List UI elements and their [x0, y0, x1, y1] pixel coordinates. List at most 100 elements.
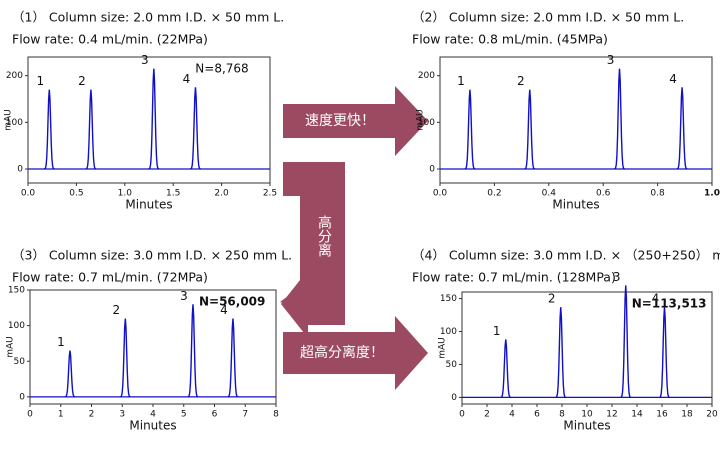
arrow-left-head: [281, 270, 345, 338]
peak: [187, 304, 199, 398]
arrow-label: 速度更快！: [305, 113, 375, 129]
y-tick-label: 0: [17, 165, 23, 175]
x-tick-label: 16: [656, 410, 668, 420]
x-tick-label: 4: [509, 410, 515, 420]
x-tick-label: 5: [181, 410, 187, 420]
peak-label: 2: [548, 292, 556, 306]
peak: [190, 87, 201, 170]
y-tick-label: 100: [440, 327, 457, 337]
peak-label: 1: [36, 74, 44, 88]
x-tick-label: 6: [212, 410, 218, 420]
peak: [227, 318, 239, 398]
x-tick-label: 0.5: [69, 189, 83, 199]
peak: [64, 350, 76, 398]
arrow-down-left: [280, 162, 345, 310]
x-tick-label: 6: [534, 410, 540, 420]
chromatogram-panel: （3） Column size: 3.0 mm I.D. × 250 mm L.…: [6, 248, 293, 433]
caption: （2） Column size: 2.0 mm I.D. × 50 mm L.: [412, 10, 684, 25]
y-tick-label: 50: [14, 357, 26, 367]
x-tick-label: 8: [559, 410, 565, 420]
y-tick-label: 100: [6, 118, 23, 128]
arrow-label: 超高分离度！: [300, 344, 384, 361]
x-tick-label: 20: [706, 410, 718, 420]
x-axis-label: Minutes: [125, 198, 172, 212]
peak-label: 1: [457, 74, 465, 88]
arrow-right: [283, 316, 428, 390]
x-tick-label: 1.5: [166, 189, 180, 199]
caption: （3） Column size: 3.0 mm I.D. × 250 mm L.: [12, 248, 292, 263]
x-tick-label: 3: [119, 410, 125, 420]
x-tick-label: 0: [27, 410, 33, 420]
x-tick-label: 0.4: [542, 189, 557, 199]
peak: [524, 89, 536, 170]
x-tick-label: 18: [681, 410, 693, 420]
x-tick-label: 4: [150, 410, 156, 420]
peak-label: 3: [141, 53, 149, 67]
peak-label: 1: [57, 335, 65, 349]
peak-label: 2: [113, 303, 121, 317]
peak: [464, 89, 476, 170]
x-axis-label: Minutes: [552, 198, 599, 212]
caption: （1） Column size: 2.0 mm I.D. × 50 mm L.: [12, 10, 284, 25]
y-tick-label: 0: [451, 393, 457, 403]
peak: [614, 68, 625, 170]
x-tick-label: 0: [459, 410, 465, 420]
arrows: [280, 86, 428, 390]
peak-label: 3: [607, 53, 615, 67]
peak: [119, 318, 131, 398]
y-tick-label: 150: [8, 286, 25, 296]
y-tick-label: 50: [446, 360, 458, 370]
x-axis-label: Minutes: [563, 419, 610, 433]
arrow-right: [283, 86, 428, 156]
x-tick-label: 0.0: [21, 189, 36, 199]
y-axis-label: mAU: [6, 336, 16, 358]
peak: [500, 339, 512, 399]
chromatogram-panel: （4） Column size: 3.0 mm I.D. × （250+250）…: [412, 248, 720, 433]
peak-label: 4: [220, 303, 228, 317]
x-tick-label: 1.0: [704, 189, 720, 199]
y-axis-label: mAU: [438, 337, 448, 359]
peak: [676, 87, 688, 170]
peak-label: 3: [613, 270, 621, 284]
peak-label: 4: [652, 292, 660, 306]
y-tick-label: 100: [418, 118, 435, 128]
caption: （4） Column size: 3.0 mm I.D. × （250+250）…: [412, 248, 720, 263]
peak-label: 4: [669, 72, 677, 86]
chromatogram-panel: （1） Column size: 2.0 mm I.D. × 50 mm L. F…: [4, 10, 285, 212]
x-tick-label: 14: [631, 410, 643, 420]
annotation: N=56,009: [199, 295, 265, 309]
x-tick-label: 2: [484, 410, 490, 420]
y-axis-label: mAU: [416, 109, 426, 131]
annotation: N=113,513: [632, 297, 707, 311]
x-tick-label: 0.6: [596, 189, 611, 199]
caption: Flow rate: 0.4 mL/min. (22MPa): [12, 32, 208, 47]
caption: Flow rate: 0.7 mL/min. (72MPa): [12, 270, 208, 285]
peak-label: 1: [493, 324, 501, 338]
x-tick-label: 12: [606, 410, 617, 420]
peak: [85, 89, 97, 170]
x-tick-label: 2: [89, 410, 95, 420]
y-tick-label: 0: [429, 165, 435, 175]
x-tick-label: 1: [58, 410, 64, 420]
peak-label: 4: [183, 72, 191, 86]
peak: [43, 89, 55, 170]
x-tick-label: 0.2: [487, 189, 501, 199]
caption: Flow rate: 0.8 mL/min. (45MPa): [412, 32, 608, 47]
caption: Flow rate: 0.7 mL/min. (128MPa): [412, 270, 616, 285]
peak: [620, 285, 632, 399]
y-tick-label: 200: [418, 71, 435, 81]
arrow-label: 高分离: [316, 214, 332, 257]
peak-label: 2: [78, 74, 86, 88]
x-tick-label: 2.5: [263, 189, 277, 199]
x-axis-label: Minutes: [129, 419, 176, 433]
x-tick-label: 2.0: [214, 189, 229, 199]
x-tick-label: 10: [581, 410, 593, 420]
x-tick-label: 7: [242, 410, 248, 420]
x-tick-label: 0.8: [650, 189, 665, 199]
y-tick-label: 0: [19, 392, 25, 402]
y-tick-label: 200: [6, 71, 23, 81]
plot-frame: [27, 56, 271, 184]
y-tick-label: 150: [440, 294, 457, 304]
